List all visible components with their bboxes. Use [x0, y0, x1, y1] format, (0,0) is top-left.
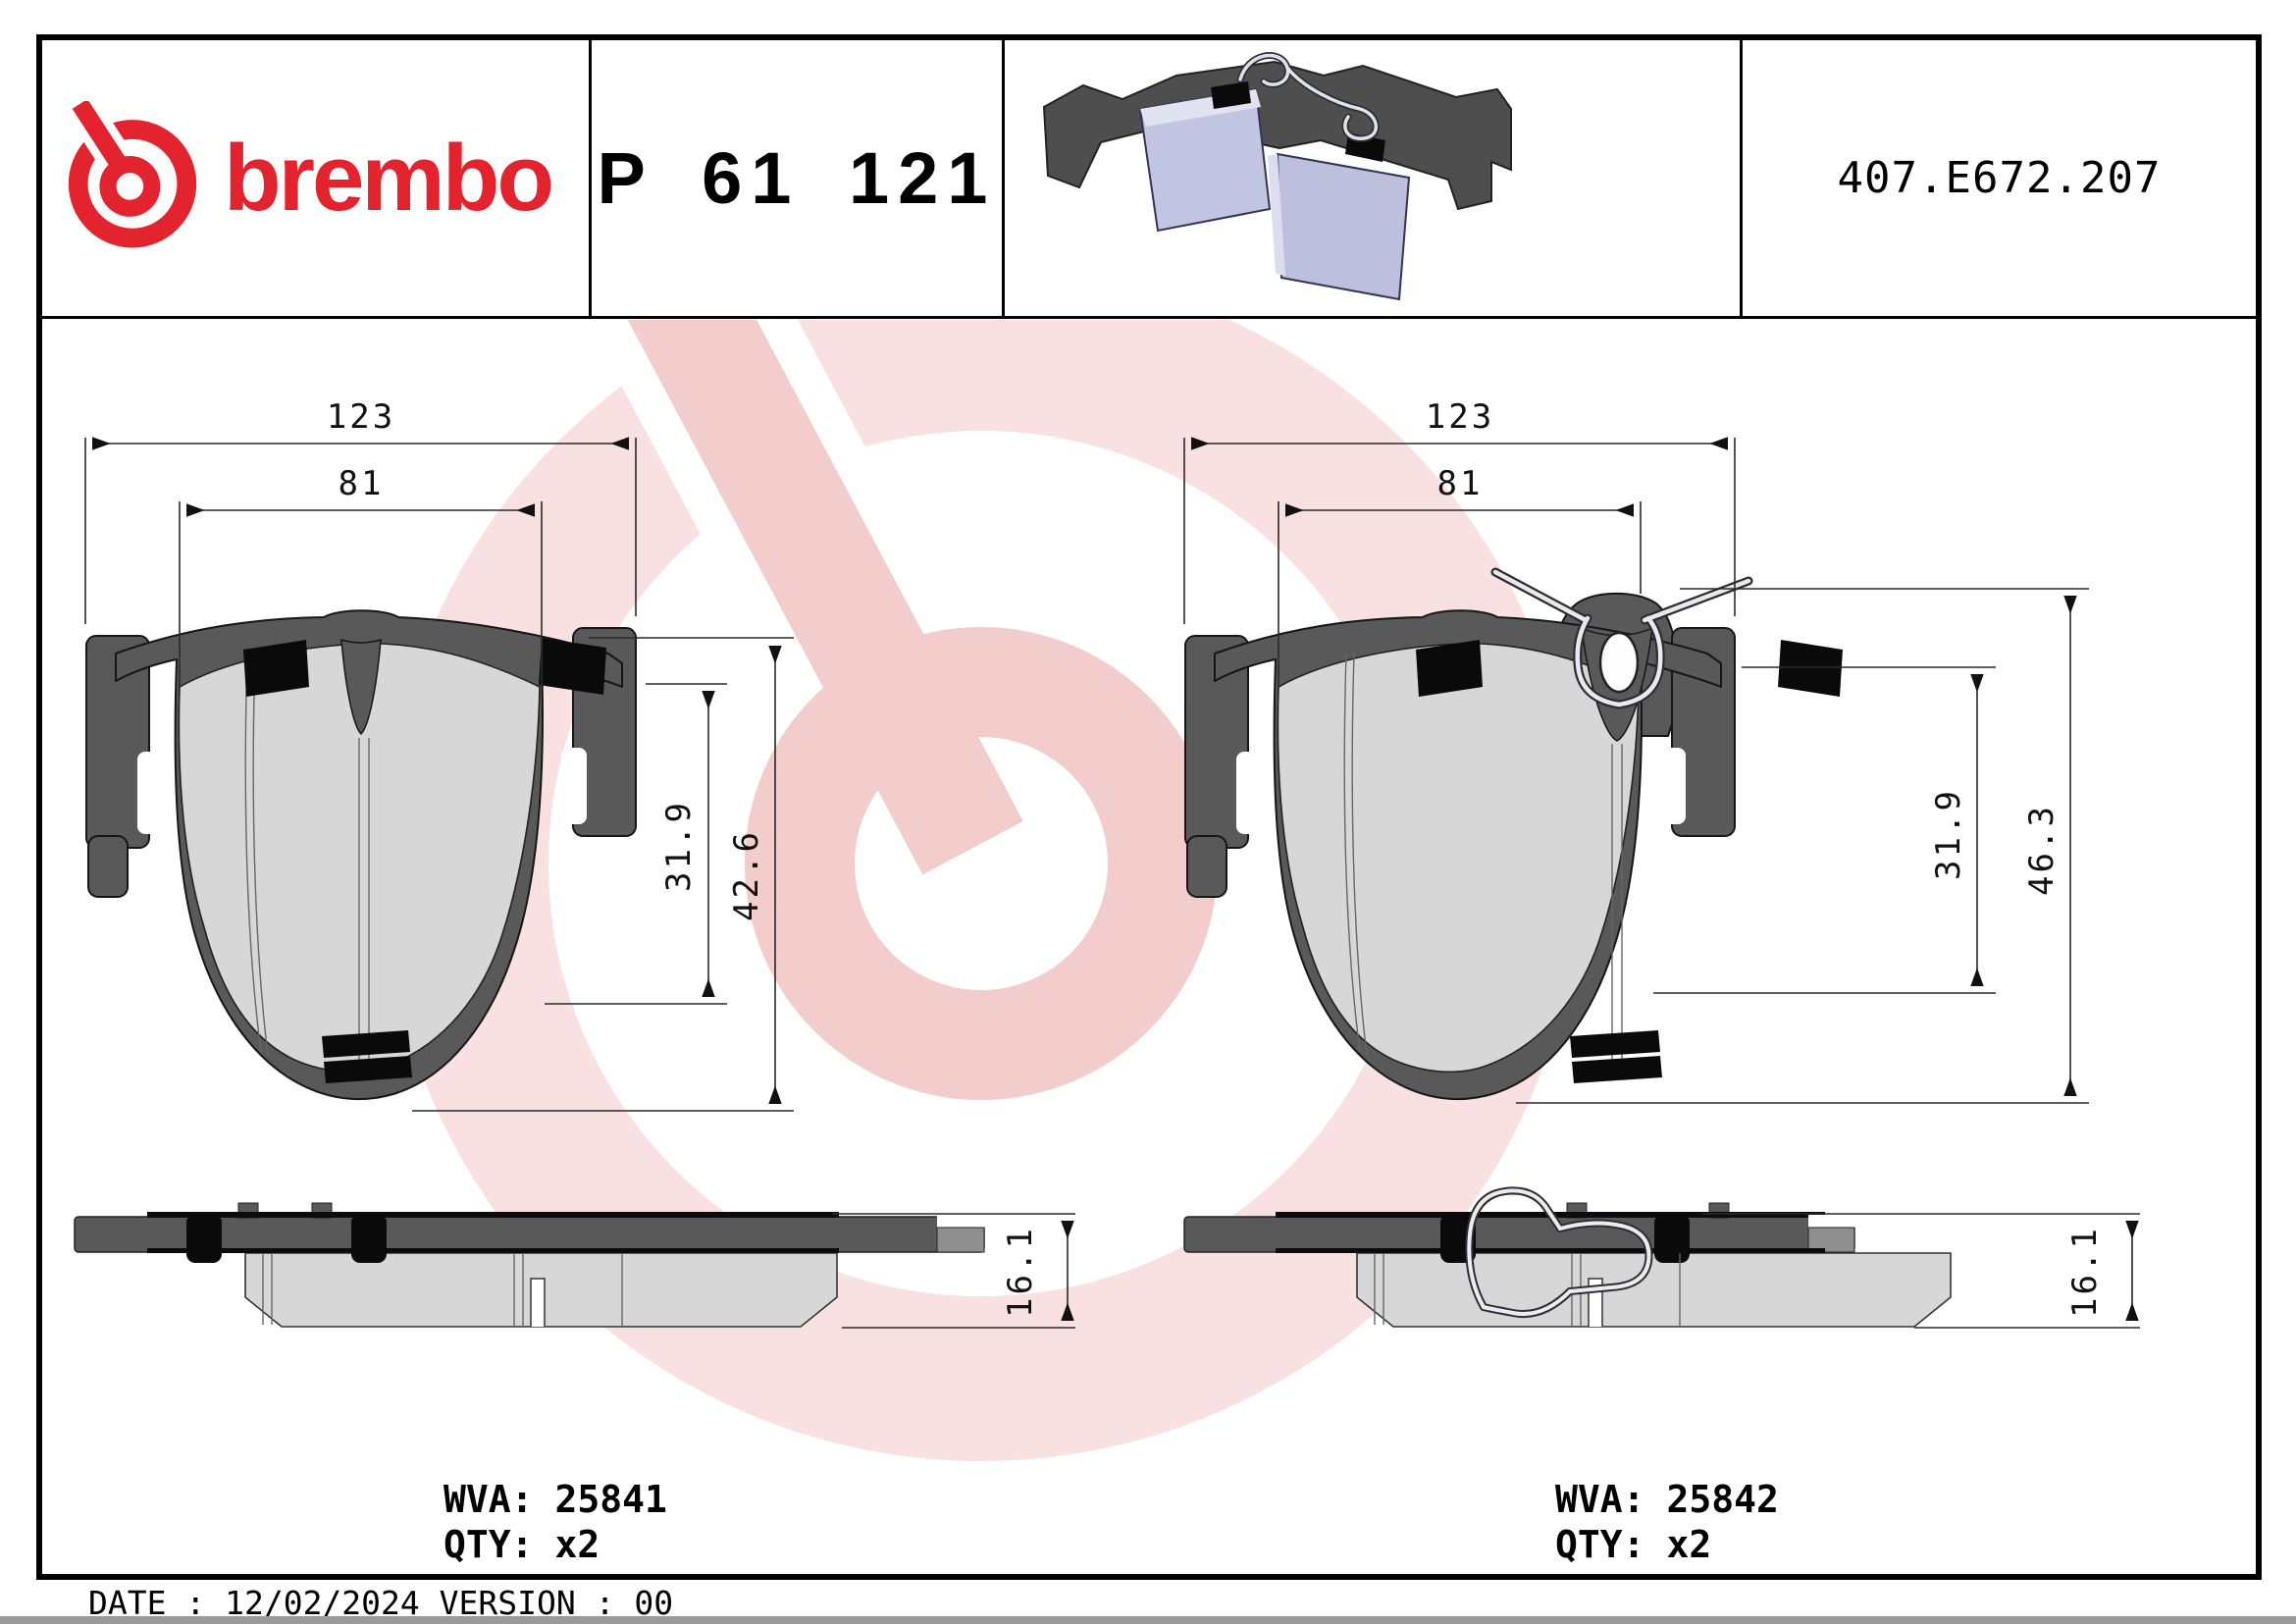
date-value: 12/02/2024 — [225, 1584, 420, 1622]
abutment-clip — [243, 640, 309, 697]
dim-width-total-right: 123 — [1426, 397, 1494, 437]
brake-pad-3d-image — [1042, 52, 1512, 301]
dim-thickness-right: 16.1 — [2065, 1226, 2105, 1318]
front-view-left-pad: 123 81 31.9 42.6 — [84, 397, 794, 1112]
dim-thickness-left: 16.1 — [1001, 1226, 1040, 1318]
friction-block-top-view — [1356, 1252, 1952, 1328]
brembo-logo: brembo — [55, 100, 577, 256]
spring-hole — [1598, 631, 1640, 694]
abutment-clip — [539, 638, 606, 695]
catalog-code-cell: 407.E672.207 — [1743, 40, 2256, 316]
qty-row: QTY: x2 — [1555, 1523, 1779, 1568]
brembo-disc-icon — [62, 100, 196, 247]
brand-wordmark-text: brembo — [224, 126, 551, 231]
qty-value: x2 — [554, 1522, 600, 1566]
dim-width-friction-right: 81 — [1437, 464, 1484, 503]
wva-label: WVA: — [444, 1478, 534, 1521]
version-value: 00 — [634, 1584, 674, 1622]
brand-cell: brembo — [42, 40, 592, 316]
technical-drawing-canvas: 123 81 31.9 42.6 — [74, 320, 2140, 1461]
version-label: VERSION : — [439, 1584, 615, 1622]
dim-height-friction-left: 31.9 — [659, 800, 699, 892]
dim-height-friction-right: 31.9 — [1929, 788, 1968, 880]
page-edge-strip — [0, 1616, 2296, 1624]
dim-height-total-left: 42.6 — [727, 829, 766, 921]
revision-footer: DATE : 12/02/2024 VERSION : 00 — [88, 1584, 673, 1622]
wva-label: WVA: — [1555, 1478, 1645, 1521]
top-view-left-pad: 16.1 — [74, 1202, 1075, 1329]
part-number: P 61 121 — [597, 137, 997, 219]
dimension-lines-left-top — [832, 1213, 1075, 1329]
wva-value: 25842 — [1666, 1478, 1779, 1521]
part-number-cell: P 61 121 — [592, 40, 1005, 316]
top-view-right-pad: 16.1 — [1183, 1186, 2140, 1329]
brembo-wordmark: brembo — [224, 126, 554, 231]
dim-width-friction-left: 81 — [339, 464, 385, 503]
product-image-cell — [1005, 40, 1743, 316]
dim-width-total-left: 123 — [327, 397, 395, 437]
wva-value: 25841 — [554, 1478, 667, 1521]
dimension-lines-right-top — [1702, 1213, 2140, 1329]
qty-label: QTY: — [444, 1522, 534, 1566]
left-pad-part-info: WVA: 25841 QTY: x2 — [444, 1478, 667, 1567]
anti-rattle-spring — [1490, 567, 1753, 709]
backplate-3d — [1042, 60, 1512, 211]
front-view-right-pad: 123 81 31.9 46.3 — [1183, 397, 2089, 1104]
qty-value: x2 — [1666, 1522, 1712, 1566]
catalog-code: 407.E672.207 — [1837, 153, 2162, 203]
abutment-clip — [1416, 640, 1483, 697]
wva-row: WVA: 25841 — [444, 1478, 667, 1523]
spring-clip-top-view — [1465, 1186, 1653, 1318]
right-pad-part-info: WVA: 25842 QTY: x2 — [1555, 1478, 1779, 1567]
qty-label: QTY: — [1555, 1522, 1645, 1566]
abutment-clip — [1778, 640, 1843, 697]
qty-row: QTY: x2 — [444, 1523, 667, 1568]
date-label: DATE : — [88, 1584, 206, 1622]
dimension-lines-right-front — [1183, 437, 2089, 1104]
title-block: brembo P 61 121 — [42, 40, 2256, 319]
dim-height-total-right: 46.3 — [2022, 804, 2061, 896]
friction-3d-front — [1276, 152, 1411, 301]
dimension-lines-left-front — [84, 437, 794, 1112]
wva-row: WVA: 25842 — [1555, 1478, 1779, 1523]
